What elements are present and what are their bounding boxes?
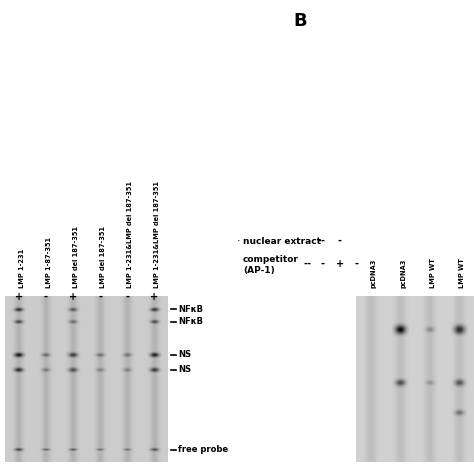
Text: -: - <box>125 292 129 302</box>
Text: ·: · <box>237 236 240 246</box>
Text: LMP del 187-351: LMP del 187-351 <box>100 226 106 288</box>
Text: B: B <box>293 12 307 30</box>
Text: NFκB: NFκB <box>178 317 203 326</box>
Text: LMP del 187-351: LMP del 187-351 <box>73 226 79 288</box>
Text: -: - <box>321 259 325 269</box>
Text: LMP WT: LMP WT <box>430 258 436 288</box>
Text: LMP 1-231&LMP del 187-351: LMP 1-231&LMP del 187-351 <box>155 181 160 288</box>
Text: pcDNA3: pcDNA3 <box>371 259 377 288</box>
Text: -: - <box>98 292 102 302</box>
Text: (AP-1): (AP-1) <box>243 265 275 274</box>
Text: LMP WT: LMP WT <box>459 258 465 288</box>
Text: -: - <box>338 236 342 246</box>
Text: NS: NS <box>178 350 191 359</box>
Text: pcDNA3: pcDNA3 <box>400 259 406 288</box>
Text: competitor: competitor <box>243 255 299 264</box>
Text: -: - <box>44 292 48 302</box>
Text: LMP 1-87-351: LMP 1-87-351 <box>46 237 52 288</box>
Text: NS: NS <box>178 365 191 374</box>
Text: +: + <box>69 292 77 302</box>
Text: NFκB: NFκB <box>178 305 203 314</box>
Text: nuclear extract: nuclear extract <box>243 237 321 246</box>
Text: -: - <box>355 259 359 269</box>
Text: free probe: free probe <box>178 445 228 454</box>
Text: LMP 1-231: LMP 1-231 <box>18 249 25 288</box>
Text: +: + <box>15 292 23 302</box>
Text: +: + <box>336 259 344 269</box>
Text: LMP 1-231&LMP del 187-351: LMP 1-231&LMP del 187-351 <box>127 181 133 288</box>
Text: --: -- <box>304 259 312 269</box>
Text: --: -- <box>318 236 326 246</box>
Text: +: + <box>150 292 158 302</box>
